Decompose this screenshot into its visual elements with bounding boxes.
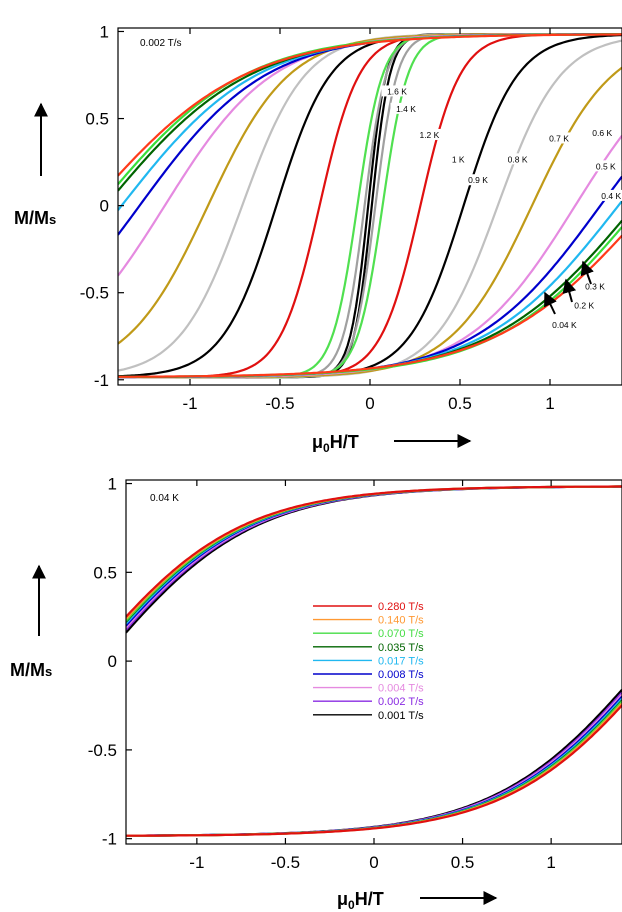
- pointer-arrow-0.3K: [580, 260, 594, 285]
- legend: 0.280 T/s 0.140 T/s0.070 T/s 0.035 T/s0.01…: [313, 601, 424, 722]
- y-tick-label: -1: [102, 830, 117, 849]
- x-axis-label: μ0H/T: [337, 889, 384, 912]
- curve-label-bg: [448, 153, 469, 165]
- y-axis-label: M/Ms: [10, 660, 52, 680]
- y-axis-title: M/Ms: [14, 208, 56, 228]
- temperature-labels: 1.6 K 1.4 K 1.2 K 1 K 0.9 K 0.8 K 0.7 K 0.6 K 0.…: [381, 85, 622, 330]
- pointer-arrow-0.04K: [544, 291, 557, 315]
- curve-label-bg: [390, 102, 422, 114]
- sweep-rate-annotation: 0.002 T/s: [140, 38, 182, 49]
- x-tick-label: -1: [189, 853, 204, 872]
- series-curve-0.002-T/s: [126, 485, 622, 837]
- y-axis-title: M/Ms: [10, 660, 52, 680]
- curve-label: 0.3 K: [585, 281, 605, 291]
- plot-frame: [117, 27, 622, 386]
- curve-label: 0.6 K: [592, 128, 612, 138]
- x-tick-label: -0.5: [265, 394, 294, 413]
- sweep-rate-curves: [126, 485, 622, 837]
- curve-label-bg: [590, 160, 622, 172]
- curve-label-bg: [568, 299, 600, 311]
- x-tick-label: 1: [545, 394, 554, 413]
- legend-label: 0.017 T/s: [378, 655, 424, 667]
- curve-label-bg: [579, 280, 611, 292]
- sweep-rate-series-panel: -1 -0.5 0 0.5 110.50-0.5-1 0.04 K 0.280 T/s0…: [10, 475, 622, 912]
- curve-label: 0.2 K: [574, 301, 594, 311]
- temperature-annotation: 0.04 K: [150, 493, 179, 504]
- legend-label: 0.002 T/s: [378, 696, 424, 708]
- legend-label: 0.008 T/s: [378, 669, 424, 681]
- y-tick-label: -0.5: [88, 741, 117, 760]
- x-axis-title: μ0H/T: [337, 889, 384, 912]
- temperature-curves: [118, 33, 622, 379]
- x-tick-label: -1: [182, 394, 197, 413]
- legend-label: 0.001 T/s: [378, 710, 424, 722]
- y-axis-label: M/Ms: [14, 208, 56, 228]
- series-curve-0.035-T/s: [126, 485, 622, 837]
- temperature-series-panel: -1 -0.5 0 0.5 110.50-0.5-1 0.002 T/s 1.6 K1.…: [14, 22, 622, 455]
- pointer-arrow-0.2K: [562, 278, 577, 303]
- curve-label: 0.7 K: [549, 133, 569, 143]
- curve-label-bg: [595, 189, 622, 201]
- x-tick-label: 1: [546, 853, 555, 872]
- curve-label-bg: [462, 174, 494, 186]
- y-tick-label: 0: [108, 652, 117, 671]
- y-tick-label: 0.5: [93, 563, 117, 582]
- x-axis-label: μ0H/T: [312, 432, 359, 455]
- curve-label: 1.4 K: [396, 104, 416, 114]
- axis-ticks: -1 -0.5 0 0.5 1 1 0.5 0 -0.5 -1: [80, 22, 555, 413]
- curve-label-bg: [413, 128, 445, 140]
- series-curve-0.070-T/s: [126, 485, 622, 837]
- y-tick-label: 1: [108, 475, 117, 494]
- x-tick-label: 0.5: [451, 853, 475, 872]
- series-curve-0.017-T/s: [126, 485, 622, 837]
- series-curve-0.001-T/s: [126, 485, 622, 837]
- y-tick-label: 0: [100, 197, 109, 216]
- y-tick-label: -1: [94, 371, 109, 390]
- legend-label: 0.140 T/s: [378, 615, 424, 627]
- curve-label: 0.9 K: [468, 175, 488, 185]
- x-tick-label: 0: [369, 853, 378, 872]
- y-tick-label: 1: [100, 22, 109, 41]
- curve-label: 1.6 K: [387, 86, 407, 96]
- legend-label: 0.280 T/s: [378, 601, 424, 613]
- curve-label-bg: [586, 127, 618, 139]
- curve-label-bg: [502, 153, 534, 165]
- x-tick-label: -0.5: [271, 853, 300, 872]
- x-tick-label: 0: [365, 394, 374, 413]
- series-curve-0.04-K: [118, 33, 622, 378]
- curve-label-bg: [381, 85, 413, 97]
- curve-label: 1 K: [452, 154, 465, 164]
- curve-label: 1.2 K: [419, 130, 439, 140]
- legend-label: 0.070 T/s: [378, 628, 424, 640]
- curve-label-bg: [546, 318, 583, 330]
- series-curve-0.008-T/s: [126, 485, 622, 837]
- axis-ticks: -1 -0.5 0 0.5 1 1 0.5 0 -0.5 -1: [88, 475, 556, 872]
- curve-label: 0.5 K: [596, 161, 616, 171]
- series-curve-0.280-T/s: [126, 485, 622, 837]
- x-axis-title: μ0H/T: [312, 432, 359, 455]
- curve-label: 0.04 K: [552, 320, 577, 330]
- series-curve-0.140-T/s: [126, 485, 622, 837]
- curve-label: 0.8 K: [508, 154, 528, 164]
- series-curve-0.004-T/s: [126, 485, 622, 837]
- x-tick-label: 0.5: [448, 394, 472, 413]
- y-tick-label: -0.5: [80, 284, 109, 303]
- curve-label: 0.4 K: [601, 191, 621, 201]
- curve-label-bg: [543, 132, 575, 144]
- plot-frame: [125, 479, 622, 845]
- legend-label: 0.035 T/s: [378, 642, 424, 654]
- legend-label: 0.004 T/s: [378, 683, 424, 695]
- y-tick-label: 0.5: [85, 110, 109, 129]
